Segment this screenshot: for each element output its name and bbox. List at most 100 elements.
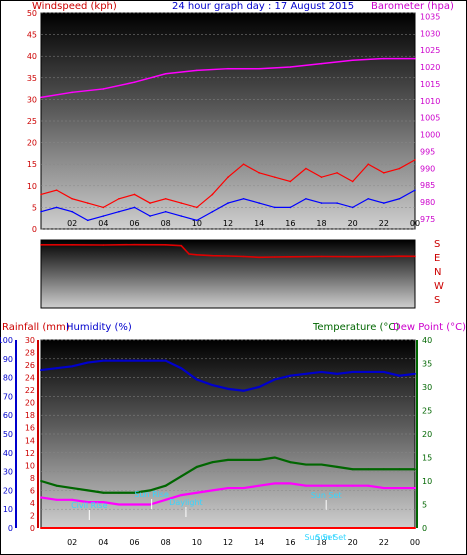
wind-point	[351, 180, 354, 183]
temp-point	[102, 491, 105, 494]
temp-point	[55, 498, 58, 501]
temp-point	[242, 487, 245, 490]
wind-x-tick-label: 02	[67, 219, 77, 228]
rain-tick-label: 20	[25, 399, 35, 408]
direction-point	[188, 253, 190, 255]
direction-point	[102, 244, 105, 246]
temp-point	[320, 484, 323, 487]
temp-point	[133, 359, 136, 362]
direction-point	[258, 256, 260, 259]
wind-point	[336, 202, 338, 204]
rain-tick-label: 10	[25, 461, 35, 470]
humidity-tick-label: 100	[0, 336, 13, 345]
temp-point	[382, 487, 385, 490]
temp-point	[149, 503, 152, 506]
rain-tick-label: 6	[30, 486, 35, 495]
temp-point	[258, 386, 261, 388]
wind-point	[414, 159, 416, 161]
wind-point	[164, 210, 167, 213]
wind-plot-area	[40, 12, 416, 230]
temp-point	[273, 456, 276, 459]
temp-point	[289, 374, 292, 377]
rain-tick-label: 28	[25, 349, 35, 358]
temp-point	[351, 468, 354, 471]
wind-point	[55, 206, 58, 209]
wind-point	[164, 72, 167, 75]
temp-point	[180, 494, 183, 497]
temp-point	[86, 489, 89, 492]
temp-point	[367, 370, 370, 373]
wind-point	[398, 197, 401, 200]
direction-label: S	[434, 239, 440, 250]
dewpoint-title: Dew Point (°C)	[393, 322, 466, 333]
rain-tick-label: 24	[25, 374, 35, 383]
wind-point	[196, 69, 198, 72]
rain-tick-label: 30	[25, 336, 35, 345]
temp-point	[304, 484, 307, 487]
wind-point	[414, 189, 416, 191]
wind-x-tick-label: 18	[316, 219, 326, 228]
wind-point	[336, 172, 338, 174]
temp-point	[414, 468, 416, 471]
humidity-tick-label: 20	[3, 486, 13, 495]
baro-tick-label: 1015	[420, 80, 440, 89]
direction-point	[133, 243, 136, 246]
wind-point	[133, 81, 136, 83]
annotation-label: Sun Set	[311, 491, 342, 500]
temp-x-tick-label: 04	[98, 538, 108, 547]
temp-point	[414, 487, 416, 490]
temp-x-tick-label: 06	[129, 538, 139, 547]
wind-x-tick-label: 06	[129, 219, 139, 228]
wind-tick-label: 5	[32, 203, 37, 212]
wind-point	[227, 67, 229, 70]
wind-x-tick-label: 14	[254, 219, 264, 228]
wind-point	[305, 197, 307, 200]
temp-point	[195, 491, 198, 494]
wind-x-tick-label: 20	[348, 219, 358, 228]
wind-point	[289, 66, 292, 68]
baro-tick-label: 1035	[420, 12, 440, 21]
temp-point	[289, 461, 292, 464]
temp-point	[320, 370, 323, 373]
rain-tick-label: 14	[25, 436, 35, 445]
wind-point	[71, 197, 73, 200]
temp-x-tick-label: 12	[223, 538, 233, 547]
wind-point	[102, 88, 105, 90]
temp-x-tick-label: 08	[161, 538, 171, 547]
direction-label: N	[434, 267, 441, 278]
temp-x-tick-label: 02	[67, 538, 77, 547]
wind-x-tick-label: 16	[285, 219, 295, 228]
temp-point	[289, 482, 292, 485]
temp-x-tick-label: 10	[192, 538, 202, 547]
temp-point	[258, 458, 261, 461]
temp-point	[273, 482, 276, 485]
wind-point	[40, 96, 42, 99]
temp-tick-label: 40	[422, 336, 432, 345]
rainfall-title: Rainfall (mm)	[2, 322, 70, 333]
annotation-label: Sun Set	[315, 533, 346, 542]
temp-point	[117, 359, 120, 362]
humidity-tick-label: 30	[3, 468, 13, 477]
wind-point	[289, 206, 292, 209]
wind-x-tick-label: 12	[223, 219, 233, 228]
wind-tick-label: 30	[27, 95, 37, 104]
temp-x-tick-label: 18	[316, 538, 326, 547]
temp-point	[102, 359, 105, 362]
direction-point	[383, 255, 385, 258]
wind-x-tick-label: 22	[379, 219, 389, 228]
temp-point	[398, 487, 401, 490]
temp-point	[55, 484, 58, 487]
wind-tick-label: 0	[32, 225, 37, 234]
chart-title: 24 hour graph day : 17 August 2015	[172, 1, 354, 12]
baro-tick-label: 1025	[420, 46, 440, 55]
humidity-title: Humidity (%)	[66, 322, 132, 333]
annotation-label: Daylight	[169, 498, 203, 507]
rain-tick-label: 4	[30, 499, 35, 508]
direction-point	[398, 255, 401, 257]
temp-point	[367, 468, 370, 471]
temp-point	[102, 501, 105, 504]
temp-point	[180, 475, 183, 478]
rain-tick-label: 18	[25, 411, 35, 420]
wind-point	[289, 180, 292, 183]
